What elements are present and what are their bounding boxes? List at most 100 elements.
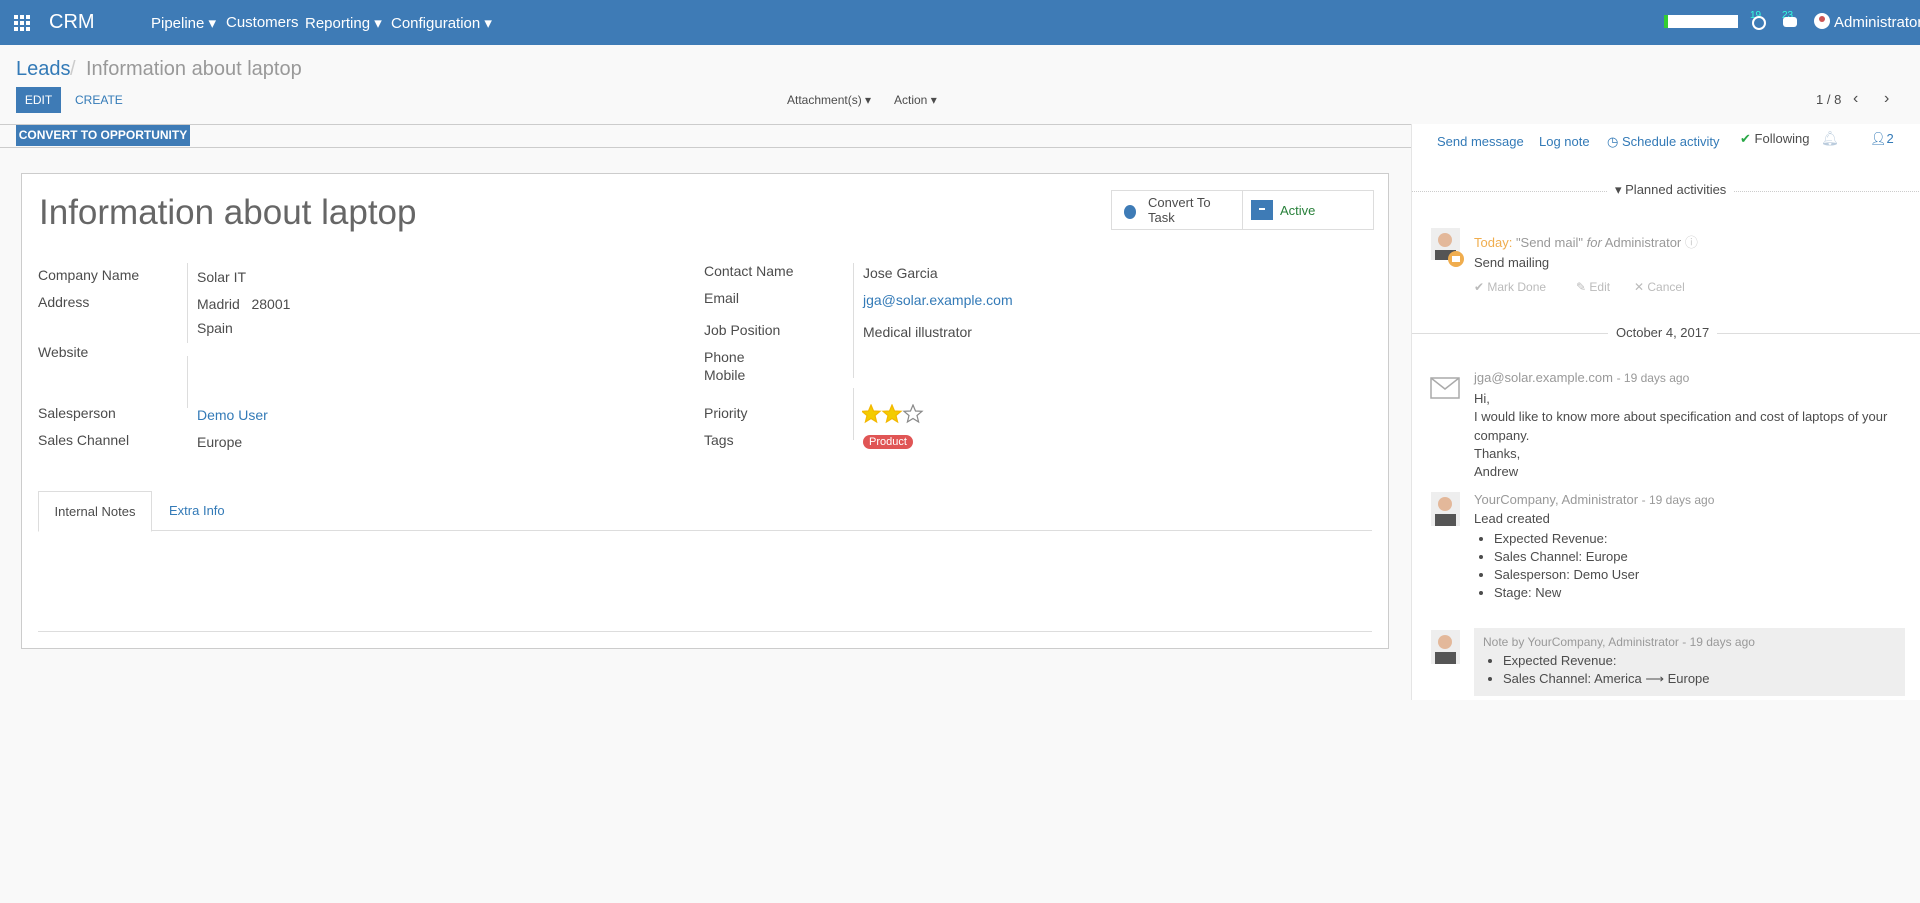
author-avatar [1431, 492, 1460, 526]
chatter-action[interactable]: ◷ Schedule activity [1607, 134, 1720, 149]
tracking-item: Stage: New [1494, 584, 1639, 602]
tracking-item: Sales Channel: America ⟶ Europe [1503, 670, 1710, 688]
field-separator [853, 263, 854, 378]
action-dropdown[interactable]: Action ▾ [894, 93, 937, 107]
activity-edit[interactable]: ✎ Edit [1576, 280, 1611, 294]
menu-label: Reporting [305, 15, 371, 32]
pager: 1 / 8 [1816, 92, 1842, 107]
field-label: Mobile [704, 367, 746, 383]
tracking-item: Salesperson: Demo User [1494, 566, 1639, 584]
planned-label: Planned activities [1625, 182, 1727, 197]
field-separator [187, 356, 188, 408]
activity-avatar [1431, 228, 1464, 267]
pager-prev[interactable]: ‹ [1853, 90, 1859, 107]
menu-item[interactable]: Configuration ▾ [391, 15, 492, 32]
dropdown-label: Action [894, 93, 928, 107]
field-value: Solar IT [197, 269, 247, 285]
message-header: Note by YourCompany, Administrator - 19 … [1483, 635, 1755, 649]
tracking-list: Expected Revenue:Sales Channel: EuropeSa… [1454, 530, 1639, 602]
field-value: Europe [197, 434, 243, 450]
activity-for: for [1586, 235, 1602, 250]
field-value: Medical illustrator [863, 324, 972, 340]
message-author[interactable]: jga@solar.example.com [1474, 370, 1613, 385]
user-name[interactable]: Administrator [1834, 14, 1920, 31]
convert-button[interactable]: CONVERT TO OPPORTUNITY [16, 125, 190, 146]
activity-cancel[interactable]: ✕ Cancel [1634, 280, 1685, 294]
task-button[interactable]: Convert To Task [1111, 190, 1243, 230]
activity-user: Administrator [1604, 235, 1682, 250]
chatter-action[interactable]: Send message [1437, 134, 1524, 149]
user-avatar [1814, 13, 1830, 29]
field-label: Tags [704, 432, 734, 448]
following[interactable]: ✔ Following [1740, 131, 1810, 146]
divider [0, 124, 1411, 125]
date-separator: October 4, 2017 [1608, 325, 1718, 340]
menu-item[interactable]: Reporting ▾ [305, 15, 382, 32]
cancel-label: Cancel [1647, 280, 1685, 294]
tracking-list: Expected Revenue:Sales Channel: America … [1463, 652, 1710, 688]
priority-stars[interactable] [862, 404, 926, 424]
activity-when: Today: [1474, 235, 1513, 250]
clock-icon [1752, 16, 1766, 30]
message-date: - 19 days ago [1682, 635, 1755, 649]
mark-done-label: Mark Done [1487, 280, 1547, 294]
dropdown-label: Attachment(s) [787, 93, 862, 107]
message-body: Hi, I would like to know more about speci… [1474, 390, 1887, 481]
tracking-item: Expected Revenue: [1503, 652, 1710, 670]
envelope-icon [1430, 377, 1460, 399]
info-icon[interactable]: ⓘ [1684, 235, 1698, 250]
message-author[interactable]: YourCompany, Administrator [1474, 492, 1639, 507]
notes-line [38, 631, 1372, 632]
field-value[interactable]: Demo User [197, 407, 268, 423]
field-value: Spain [197, 320, 233, 336]
activity-title: Today: "Send mail" for Administrator ⓘ [1474, 232, 1698, 251]
body-line: Thanks, [1474, 445, 1521, 461]
menu-item[interactable]: Pipeline ▾ [151, 15, 217, 32]
planned-header[interactable]: ▾ Planned activities [1607, 182, 1735, 198]
progress [1664, 15, 1738, 28]
apps-icon[interactable] [14, 15, 30, 31]
breadcrumb-sep: / [70, 58, 76, 80]
chatter-action[interactable]: Log note [1539, 134, 1590, 149]
field-label: Address [38, 294, 90, 310]
field-label: Sales Channel [38, 432, 130, 448]
activity-note: Send mailing [1474, 255, 1550, 270]
archive-icon [1251, 200, 1273, 220]
message-badge[interactable]: 23 [1782, 10, 1794, 21]
followers-count: 2 [1886, 131, 1894, 146]
field-label: Job Position [704, 322, 781, 338]
field-value: Jose Garcia [863, 265, 938, 281]
statusbar-line [0, 147, 1411, 148]
message-author[interactable]: Note by YourCompany, Administrator [1483, 635, 1679, 649]
chat-icon [1783, 17, 1797, 27]
message-header: YourCompany, Administrator - 19 days ago [1474, 492, 1714, 507]
activity-badge[interactable]: 19 [1750, 10, 1762, 21]
chatter: Send message Log note ◷ Schedule activit… [1411, 124, 1920, 700]
body-line: Andrew [1474, 464, 1519, 480]
attachments-dropdown[interactable]: Attachment(s) ▾ [787, 93, 872, 107]
breadcrumb-current: Information about laptop [86, 58, 302, 80]
breadcrumb-parent[interactable]: Leads [16, 58, 71, 80]
tab-active[interactable]: Internal Notes [38, 491, 152, 532]
active-button[interactable]: Active [1242, 190, 1374, 230]
menu-item[interactable]: Customers [226, 14, 299, 31]
mark-done[interactable]: ✔ Mark Done [1474, 280, 1547, 294]
pager-next[interactable]: › [1884, 90, 1890, 107]
app-name[interactable]: CRM [49, 11, 95, 33]
followers[interactable]: 👤︎2 [1870, 131, 1894, 146]
create-button[interactable]: CREATE [75, 93, 123, 107]
bell-icon[interactable]: 🔔︎ [1821, 130, 1839, 146]
tab[interactable]: Extra Info [169, 503, 225, 518]
body-line: company. [1474, 427, 1530, 443]
field-label: Salesperson [38, 405, 116, 421]
field-value[interactable]: jga@solar.example.com [863, 292, 1013, 308]
following-label: Following [1754, 131, 1810, 146]
field-label: Priority [704, 405, 748, 421]
edit-button[interactable]: EDIT [16, 87, 61, 113]
message-body: Lead created [1474, 511, 1550, 526]
tab-line [38, 530, 1372, 531]
edit-label: Edit [1589, 280, 1611, 294]
field-separator [187, 263, 188, 343]
body-line: Hi, [1474, 391, 1490, 406]
